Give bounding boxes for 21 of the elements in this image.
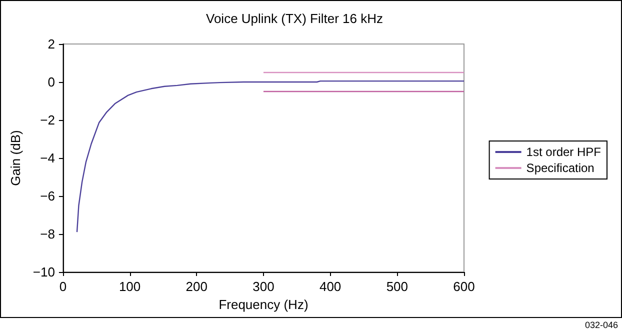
y-tick-label: 0 — [48, 74, 55, 90]
y-tick-label: −2 — [40, 112, 55, 128]
y-tick-label: −4 — [40, 150, 55, 166]
text: 032-046 — [584, 320, 618, 330]
line-series — [76, 80, 465, 233]
x-tick-label: 300 — [252, 279, 274, 294]
x-tick-label: 600 — [453, 279, 475, 294]
chart-title: Voice Uplink (TX) Filter 16 kHz — [206, 11, 383, 26]
x-tick-label: 500 — [386, 279, 408, 294]
legend-label: 1st order HPF — [526, 145, 602, 159]
y-tick-label: −10 — [32, 264, 55, 280]
y-tick-label: −6 — [40, 188, 55, 204]
x-tick-label: 100 — [118, 279, 141, 294]
y-axis-title: Gain (dB) — [8, 130, 23, 186]
x-tick-label: 400 — [319, 279, 342, 294]
y-tick-label: 2 — [48, 36, 55, 52]
x-tick-label: 0 — [59, 279, 67, 294]
x-tick-label: 200 — [186, 279, 208, 294]
x-axis-title: Frequency (Hz) — [218, 296, 308, 312]
legend-label: Specification — [526, 161, 594, 175]
y-tick-label: −8 — [40, 226, 55, 242]
